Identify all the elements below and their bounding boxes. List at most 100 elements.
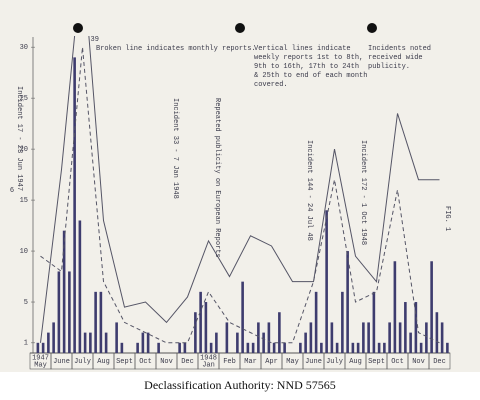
note: covered. bbox=[254, 81, 288, 89]
x-tick-label: Sept bbox=[116, 358, 133, 366]
x-tick-label: Dec bbox=[181, 358, 194, 366]
note: 9th to 16th, 17th to 24th bbox=[254, 63, 359, 71]
note: Broken line indicates monthly reports. bbox=[96, 45, 256, 53]
bar bbox=[241, 281, 244, 353]
bar bbox=[414, 302, 418, 353]
x-tick-label: Oct bbox=[391, 358, 404, 366]
bar bbox=[325, 210, 328, 353]
bar bbox=[435, 312, 439, 353]
bar bbox=[430, 261, 433, 353]
bar bbox=[425, 322, 428, 353]
figure-label: FIG. 1 bbox=[443, 206, 451, 231]
bar bbox=[47, 332, 50, 353]
bar bbox=[372, 291, 376, 353]
bar bbox=[440, 322, 444, 353]
bar bbox=[404, 302, 407, 353]
bar bbox=[341, 291, 344, 353]
y-tick-label: 30 bbox=[20, 44, 28, 52]
bar bbox=[36, 342, 40, 353]
bar bbox=[41, 342, 45, 353]
year-label: 1947 bbox=[32, 354, 49, 362]
note: Vertical lines indicate bbox=[254, 45, 351, 53]
bar bbox=[309, 322, 313, 353]
x-tick-label: May bbox=[286, 358, 299, 366]
value-label: 39 bbox=[91, 36, 99, 44]
bar bbox=[120, 342, 124, 353]
bar bbox=[209, 342, 213, 353]
x-tick-label: Mar bbox=[244, 358, 257, 366]
bar bbox=[99, 291, 103, 353]
bar bbox=[409, 332, 412, 353]
bar bbox=[335, 342, 339, 353]
bar bbox=[393, 261, 397, 353]
bar bbox=[225, 322, 229, 353]
year-label: 1948 bbox=[200, 354, 217, 362]
bar bbox=[68, 271, 71, 353]
x-tick-label: Sept bbox=[368, 358, 385, 366]
x-tick-label: Dec bbox=[433, 358, 446, 366]
bar bbox=[204, 302, 208, 353]
bar bbox=[146, 332, 150, 353]
x-tick-label: Jan bbox=[202, 361, 215, 369]
note: received wide bbox=[368, 54, 423, 62]
x-tick-label: Aug bbox=[97, 358, 110, 366]
x-tick-label: July bbox=[74, 358, 91, 366]
bar bbox=[446, 342, 449, 353]
bar bbox=[262, 332, 265, 353]
x-tick-label: Apr bbox=[265, 358, 278, 366]
x-tick-label: Oct bbox=[139, 358, 152, 366]
note: publicity. bbox=[368, 63, 410, 71]
month-cell bbox=[428, 352, 451, 370]
bar bbox=[215, 332, 218, 353]
bar bbox=[115, 322, 118, 353]
bar bbox=[57, 271, 61, 353]
bar bbox=[272, 342, 276, 353]
note: & 25th to end of each month bbox=[254, 72, 367, 80]
y-tick-label: 5 bbox=[24, 299, 28, 307]
bar bbox=[362, 322, 365, 353]
bar bbox=[351, 342, 355, 353]
bar bbox=[267, 322, 271, 353]
bar bbox=[356, 342, 360, 353]
bar bbox=[199, 291, 202, 353]
bar bbox=[314, 291, 318, 353]
bar bbox=[83, 332, 87, 353]
x-tick-label: Nov bbox=[412, 358, 425, 366]
incident-note: Incident 17 - 23 Jun 1947 bbox=[15, 86, 23, 191]
bar bbox=[299, 342, 302, 353]
bar bbox=[320, 342, 323, 353]
x-tick-label: Feb bbox=[223, 358, 236, 366]
note: Incidents noted bbox=[368, 45, 431, 53]
bar bbox=[251, 342, 255, 353]
bar bbox=[183, 342, 187, 353]
bar bbox=[398, 322, 402, 353]
bar bbox=[194, 312, 197, 353]
bar bbox=[141, 332, 145, 353]
x-tick-label: Nov bbox=[160, 358, 173, 366]
bar bbox=[367, 322, 370, 353]
bar bbox=[283, 342, 286, 353]
note: weekly reports 1st to 8th, bbox=[254, 54, 363, 62]
punch-hole bbox=[73, 23, 83, 33]
bar bbox=[52, 322, 55, 353]
incident-note: Incident 144 - 24 Jul 48 bbox=[305, 140, 313, 241]
bar bbox=[383, 342, 386, 353]
bar bbox=[78, 220, 82, 353]
y-tick-label: 1 bbox=[24, 340, 28, 348]
y-label: 6 bbox=[10, 187, 14, 195]
bar bbox=[157, 342, 160, 353]
x-tick-label: June bbox=[53, 358, 70, 366]
x-tick-label: May bbox=[34, 361, 47, 369]
x-tick-label: June bbox=[305, 358, 322, 366]
punch-hole bbox=[235, 23, 245, 33]
bar bbox=[62, 230, 66, 353]
broken-line bbox=[40, 47, 440, 344]
solid-line bbox=[40, 36, 440, 343]
incident-note: Incident 172 - 1 Oct 1948 bbox=[359, 140, 367, 245]
y-tick-label: 10 bbox=[20, 248, 28, 256]
x-tick-label: Aug bbox=[349, 358, 362, 366]
x-tick-label: July bbox=[326, 358, 343, 366]
y-tick-label: 15 bbox=[20, 197, 28, 205]
bar bbox=[388, 322, 391, 353]
